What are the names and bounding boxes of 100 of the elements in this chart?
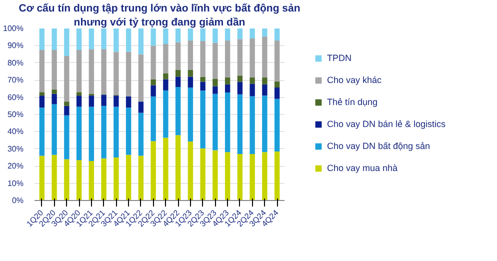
bar — [39, 50, 45, 92]
bar — [237, 39, 243, 76]
bar — [150, 79, 156, 86]
bar — [52, 104, 57, 155]
bar — [262, 96, 268, 152]
bar — [76, 28, 82, 50]
bar — [126, 52, 132, 96]
bar — [150, 141, 156, 200]
bar — [250, 96, 255, 154]
bar — [274, 28, 280, 41]
bar — [250, 84, 255, 96]
bar — [200, 41, 206, 77]
bar — [188, 70, 194, 77]
bar — [114, 158, 119, 200]
bar — [274, 98, 280, 152]
bar — [250, 154, 255, 200]
bar — [250, 38, 255, 78]
bar — [64, 115, 70, 160]
bar — [262, 84, 268, 96]
bar — [175, 135, 181, 200]
bar — [76, 96, 82, 107]
bar — [126, 108, 132, 155]
bar — [101, 106, 106, 158]
y-tick-label: 10% — [7, 178, 24, 188]
bar — [274, 87, 280, 99]
legend-label: Cho vay DN bán lẻ & logistics — [327, 119, 446, 129]
y-tick-label: 30% — [7, 144, 24, 154]
bar — [138, 54, 144, 102]
bar — [200, 90, 206, 148]
bar — [114, 96, 119, 107]
bar — [200, 82, 206, 91]
y-tick-label: 100% — [3, 24, 24, 33]
bar — [250, 28, 255, 38]
chart-title: Cơ cấu tín dụng tập trung lớn vào lĩnh vực bất động sản — [18, 2, 300, 14]
bar — [114, 52, 119, 96]
bar — [126, 96, 132, 108]
bar — [237, 76, 243, 82]
bar — [212, 150, 218, 200]
bar — [52, 94, 57, 104]
bar — [200, 148, 206, 200]
y-tick-label: 50% — [7, 110, 24, 119]
bar — [188, 142, 194, 200]
bar — [163, 90, 168, 138]
bar — [39, 156, 45, 200]
bar — [101, 49, 106, 94]
bar — [150, 96, 156, 142]
bar — [237, 94, 243, 154]
bar — [64, 56, 70, 102]
bar — [64, 28, 70, 56]
bar — [274, 151, 280, 200]
bar — [114, 106, 119, 158]
bar — [64, 102, 70, 106]
bar — [52, 154, 57, 200]
bar — [224, 28, 230, 41]
bar — [76, 106, 82, 160]
bar — [39, 92, 45, 96]
bar — [64, 159, 70, 200]
bar — [212, 78, 218, 86]
bar — [212, 42, 218, 79]
bar — [39, 96, 45, 108]
y-tick-label: 90% — [7, 41, 24, 50]
bar — [138, 102, 144, 113]
bar — [237, 28, 243, 40]
y-tick-label: 80% — [7, 58, 24, 68]
bar — [188, 28, 194, 41]
bar — [274, 81, 280, 88]
bar — [163, 73, 168, 80]
bar — [163, 79, 168, 90]
bar — [138, 156, 144, 200]
bar — [212, 94, 218, 150]
bar — [262, 78, 268, 84]
bar — [175, 70, 181, 77]
bar — [262, 28, 268, 37]
bar — [114, 28, 119, 52]
y-tick-label: 40% — [7, 127, 24, 136]
bar — [52, 28, 57, 50]
y-tick-label: 60% — [7, 92, 24, 102]
bar — [224, 78, 230, 84]
bar — [188, 76, 194, 88]
bar — [224, 84, 230, 92]
bar — [138, 28, 144, 54]
bar — [237, 82, 243, 94]
y-tick-label: 20% — [7, 162, 24, 171]
bar — [163, 44, 168, 74]
bar — [212, 28, 218, 43]
legend-label: Cho vay khác — [327, 75, 382, 85]
legend-label: Cho vay mua nhà — [327, 163, 398, 173]
bar — [138, 112, 144, 156]
bar — [88, 106, 94, 161]
bar — [262, 36, 268, 78]
y-tick-label: 70% — [7, 76, 24, 85]
bar — [101, 94, 106, 106]
bar — [39, 28, 45, 50]
chart-subtitle: nhưng với tỷ trọng đang giảm dần — [74, 16, 246, 28]
bar — [163, 138, 168, 200]
y-tick-label: 0% — [12, 196, 24, 205]
bar — [237, 154, 243, 200]
bar — [200, 76, 206, 82]
legend-label: Cho vay DN bất động sản — [327, 141, 430, 151]
bar — [64, 106, 70, 116]
